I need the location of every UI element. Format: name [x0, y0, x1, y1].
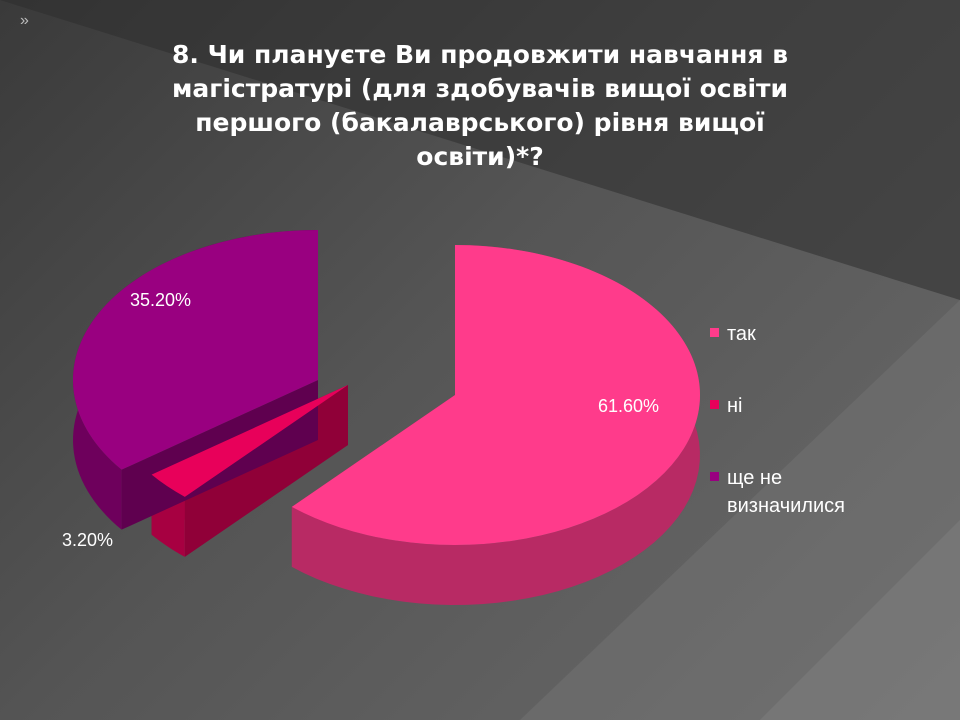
- legend-item-tak: так: [710, 320, 897, 348]
- legend-swatch-ni: [710, 400, 719, 409]
- legend-label-tak: так: [727, 323, 756, 345]
- legend-label-ni: ні: [727, 395, 743, 417]
- legend-swatch-tak: [710, 328, 719, 337]
- legend-item-shche-ne-vyznachylysia: ще не визначилися: [710, 464, 897, 520]
- legend-item-ni: ні: [710, 392, 897, 420]
- chart-title: 8. Чи плануєте Ви продовжити навчання в …: [171, 40, 789, 171]
- data-label-tak: 61.60%: [598, 396, 660, 416]
- pie-slice-side-tak: [291, 245, 700, 605]
- pie-slice-ni: [151, 385, 348, 497]
- legend-label-shche-ne-vyznachylysia: ще не визначилися: [727, 467, 845, 517]
- pie-slice-tak: [291, 245, 700, 546]
- data-label-ni: 3.20%: [62, 530, 114, 550]
- pie-slice-shche-ne-vyznachylysia: [73, 230, 318, 470]
- data-label-shche-ne-vyznachylysia: 35.20%: [130, 290, 192, 310]
- slide-bullet-icon: »: [20, 12, 29, 29]
- legend-swatch-shche-ne-vyznachylysia: [710, 472, 719, 481]
